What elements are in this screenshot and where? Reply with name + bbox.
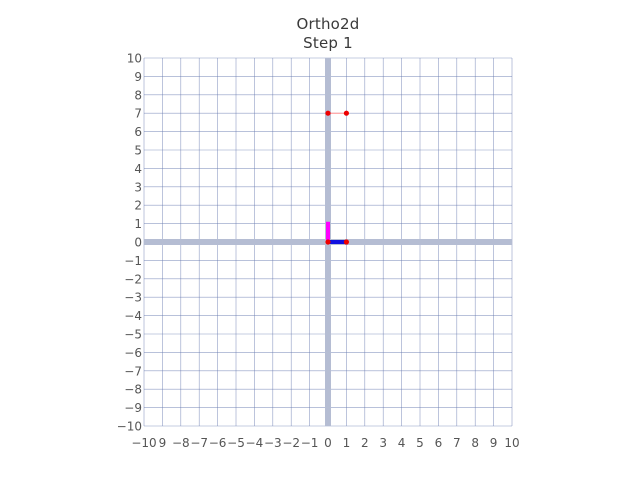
- x-tick-label: −10: [131, 436, 156, 450]
- y-tick-label: −8: [124, 383, 142, 397]
- data-point: [325, 110, 331, 116]
- x-tick-label: 9: [159, 436, 167, 450]
- y-tick-label: −9: [124, 401, 142, 415]
- y-tick-label: −1: [124, 254, 142, 268]
- y-tick-label: −7: [124, 364, 142, 378]
- x-tick-label: −5: [227, 436, 245, 450]
- y-tick-label: −4: [124, 309, 142, 323]
- y-tick-label: −5: [124, 328, 142, 342]
- data-point: [343, 110, 349, 116]
- x-tick-label: −2: [282, 436, 300, 450]
- x-tick-label: 6: [435, 436, 443, 450]
- x-tick-label: 7: [453, 436, 461, 450]
- y-tick-label: −2: [124, 272, 142, 286]
- chart-subtitle: Step 1: [303, 34, 353, 52]
- x-tick-label: −6: [209, 436, 227, 450]
- y-tick-label: 5: [134, 144, 142, 158]
- x-tick-label: −4: [246, 436, 264, 450]
- y-tick-label: 3: [134, 180, 142, 194]
- x-tick-label: 5: [416, 436, 424, 450]
- chart-title: Ortho2d: [296, 15, 360, 33]
- x-tick-label: 4: [398, 436, 406, 450]
- y-tick-label: 8: [134, 88, 142, 102]
- y-tick-label: 0: [134, 236, 142, 250]
- x-tick-label: 3: [379, 436, 387, 450]
- x-tick-label: 8: [471, 436, 479, 450]
- x-tick-label: 2: [361, 436, 369, 450]
- y-tick-label: 7: [134, 107, 142, 121]
- data-point: [325, 239, 331, 245]
- y-tick-label: −3: [124, 291, 142, 305]
- y-tick-label: 6: [134, 125, 142, 139]
- x-tick-label: −1: [301, 436, 319, 450]
- x-tick-label: −8: [172, 436, 190, 450]
- y-tick-label: −10: [117, 420, 142, 434]
- x-tick-label: 1: [343, 436, 351, 450]
- y-tick-label: 4: [134, 162, 142, 176]
- y-tick-label: 9: [134, 70, 142, 84]
- x-tick-label: −7: [190, 436, 208, 450]
- y-tick-label: 2: [134, 199, 142, 213]
- x-tick-label: 10: [504, 436, 519, 450]
- data-point: [343, 239, 349, 245]
- x-tick-label: 0: [324, 436, 332, 450]
- y-tick-label: 1: [134, 217, 142, 231]
- x-tick-label: −3: [264, 436, 282, 450]
- y-tick-label: −6: [124, 346, 142, 360]
- y-tick-label: 10: [127, 52, 142, 66]
- x-tick-label: 9: [490, 436, 498, 450]
